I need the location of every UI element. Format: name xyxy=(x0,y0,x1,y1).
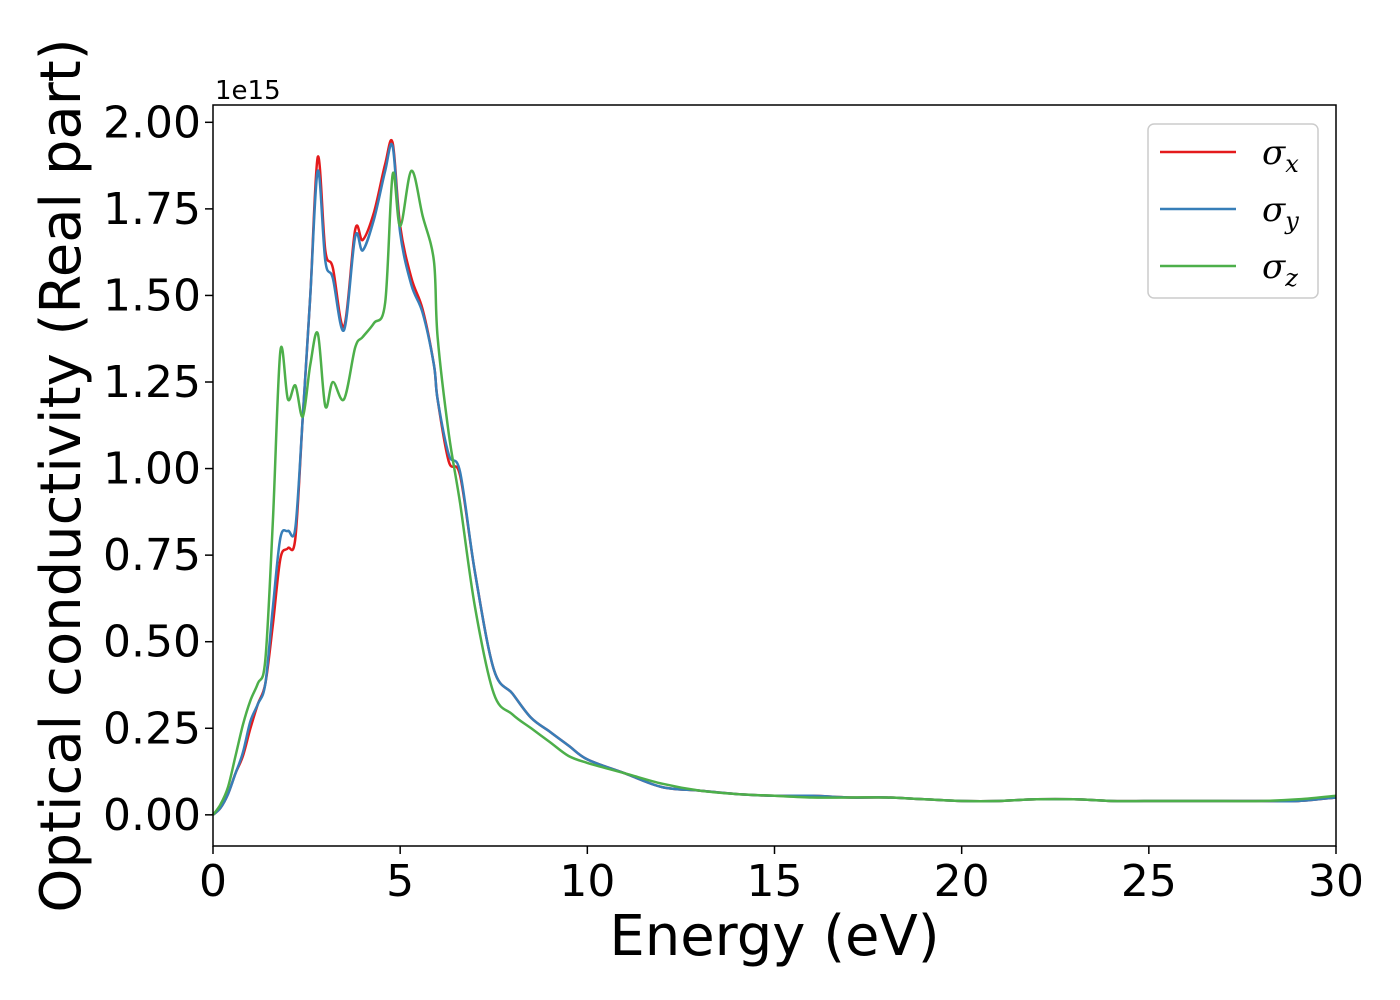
legend-label-subscript: y xyxy=(1284,207,1299,235)
x-axis-label: Energy (eV) xyxy=(609,904,939,969)
x-tick-label: 25 xyxy=(1121,856,1177,907)
legend-label-subscript: x xyxy=(1285,150,1299,178)
y-axis-label: Optical conductivity (Real part) xyxy=(29,38,94,912)
y-tick-label: 0.75 xyxy=(103,530,201,581)
x-tick-label: 10 xyxy=(559,856,615,907)
x-axis-ticks: 0 5 10 15 20 25 30 xyxy=(199,846,1364,907)
y-tick-label: 1.50 xyxy=(103,270,201,321)
x-tick-label: 5 xyxy=(386,856,414,907)
legend-label-y: σy xyxy=(1262,190,1299,235)
x-tick-label: 15 xyxy=(747,856,803,907)
x-tick-label: 30 xyxy=(1308,856,1364,907)
legend-label-subscript: z xyxy=(1284,264,1298,292)
x-tick-label: 20 xyxy=(934,856,990,907)
legend-box xyxy=(1147,123,1319,299)
x-tick-label: 0 xyxy=(199,856,227,907)
y-axis-ticks: 0.00 0.25 0.50 0.75 1.00 1.25 1.50 1.75 2.00 xyxy=(103,97,213,841)
series-layer xyxy=(211,139,1337,816)
y-tick-label: 0.00 xyxy=(103,790,201,841)
y-tick-label: 1.25 xyxy=(103,357,201,408)
y-tick-label: 0.25 xyxy=(103,703,201,754)
y-tick-label: 1.00 xyxy=(103,444,201,495)
y-offset-label: 1e15 xyxy=(215,76,281,106)
legend-label-z: σz xyxy=(1262,247,1298,292)
legend-label-x: σx xyxy=(1262,133,1299,178)
legend-label-base: σ xyxy=(1262,247,1286,287)
series-line-z xyxy=(211,169,1337,816)
legend-label-base: σ xyxy=(1262,190,1286,230)
legend-label-base: σ xyxy=(1262,133,1286,173)
y-tick-label: 2.00 xyxy=(103,97,201,148)
y-tick-label: 0.50 xyxy=(103,617,201,668)
y-tick-label: 1.75 xyxy=(103,184,201,235)
